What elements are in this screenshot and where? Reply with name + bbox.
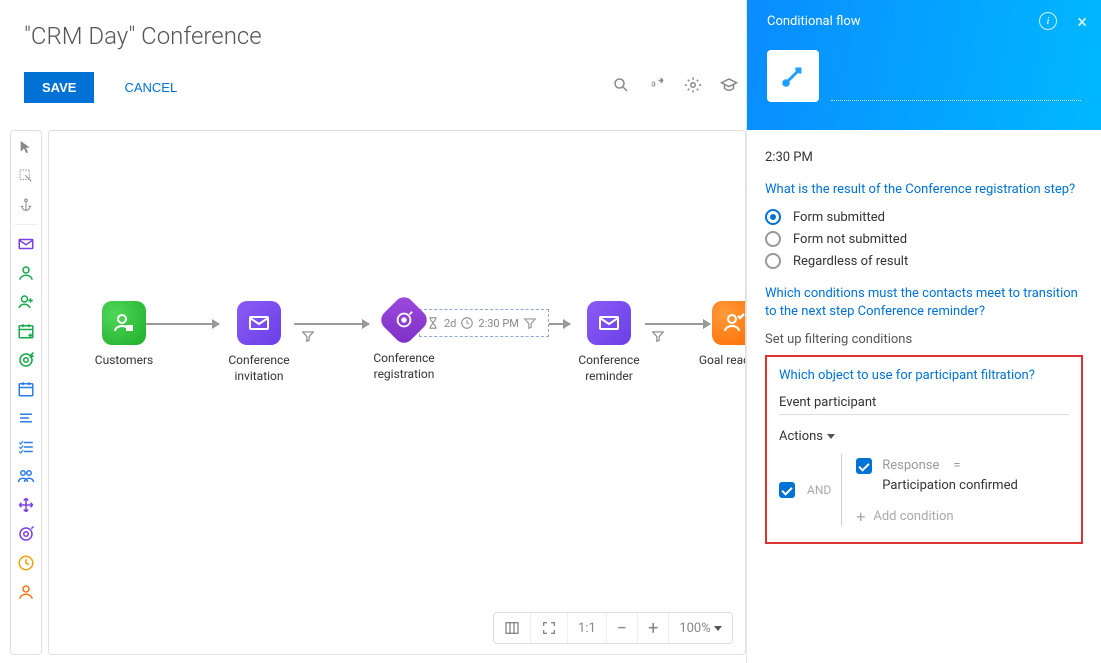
panel-header: Conditional flow i × [747, 0, 1101, 130]
zoom-toolbar: 1:1 − + 100% [493, 612, 733, 644]
radio-icon [765, 253, 781, 269]
object-value[interactable]: Event participant [779, 395, 1069, 415]
move-element-icon[interactable] [16, 495, 36, 515]
email-element-icon[interactable] [16, 234, 36, 254]
clock-element-icon[interactable] [16, 553, 36, 573]
info-icon[interactable]: i [1039, 12, 1057, 30]
condition-field: Response [882, 458, 939, 473]
chevron-down-icon [827, 434, 835, 439]
text-direction-icon[interactable]: a [648, 76, 666, 98]
close-icon[interactable]: × [1077, 12, 1087, 33]
radio-icon [765, 231, 781, 247]
condition-row[interactable]: Response = [856, 458, 1069, 474]
save-button[interactable]: SAVE [24, 72, 94, 103]
academy-icon[interactable] [720, 76, 738, 98]
checklist-element-icon[interactable] [16, 437, 36, 457]
object-question: Which object to use for participant filt… [779, 367, 1069, 385]
pointer-tool-icon[interactable] [16, 137, 36, 157]
actions-label: Actions [779, 429, 823, 444]
node-reminder[interactable]: Conference reminder [554, 301, 664, 384]
canvas-tool-icons: a [612, 76, 738, 98]
calendar-add-element-icon[interactable] [16, 321, 36, 341]
node-customers[interactable]: Customers [69, 301, 179, 369]
filtration-highlight-box: Which object to use for participant filt… [765, 355, 1083, 544]
goal-icon [712, 301, 746, 345]
element-palette [10, 130, 42, 655]
zoom-out-button[interactable]: − [607, 613, 638, 643]
page-title: "CRM Day" Conference [24, 22, 262, 50]
radio-form-not-submitted[interactable]: Form not submitted [765, 231, 1083, 247]
node-registration[interactable]: Conference registration [349, 301, 459, 382]
actions-menu[interactable]: Actions [779, 429, 835, 444]
panel-title: Conditional flow [767, 14, 861, 29]
audience-start-icon [102, 301, 146, 345]
condition-enable-checkbox[interactable] [856, 458, 872, 474]
filter-icon [523, 316, 537, 330]
zoom-in-button[interactable]: + [638, 613, 669, 643]
plus-icon: + [856, 507, 865, 526]
cancel-button[interactable]: CANCEL [118, 79, 183, 96]
contact-element-icon[interactable] [16, 263, 36, 283]
node-invitation[interactable]: Conference invitation [204, 301, 314, 384]
email-icon [587, 301, 631, 345]
email-icon [237, 301, 281, 345]
process-canvas[interactable]: 2d 2:30 PM Customers Conference [48, 130, 746, 655]
node-label: Customers [69, 353, 179, 369]
group-divider [841, 454, 842, 526]
target-element-icon[interactable] [16, 350, 36, 370]
zoom-percent[interactable]: 100% [669, 613, 732, 643]
node-label: Conference registration [349, 351, 459, 382]
group-enable-checkbox[interactable] [779, 482, 795, 498]
gear-icon[interactable] [684, 76, 702, 98]
target-purple-element-icon[interactable] [16, 524, 36, 544]
radio-label: Form not submitted [793, 232, 907, 247]
contact-orange-element-icon[interactable] [16, 582, 36, 602]
add-condition-label: Add condition [873, 509, 953, 524]
audience-element-icon[interactable] [16, 466, 36, 486]
node-label: Goal reached [689, 353, 746, 369]
zoom-reset[interactable]: 1:1 [568, 613, 607, 643]
calendar-element-icon[interactable] [16, 379, 36, 399]
panel-body: 2:30 PM What is the result of the Confer… [747, 130, 1101, 663]
svg-text:a: a [651, 80, 656, 90]
node-label: Conference reminder [554, 353, 664, 384]
add-condition-button[interactable]: + Add condition [856, 507, 1069, 526]
columns-icon[interactable] [494, 613, 531, 643]
radio-form-submitted[interactable]: Form submitted [765, 209, 1083, 225]
flow-container: 2d 2:30 PM Customers Conference [69, 301, 745, 421]
clock-icon [460, 316, 474, 330]
result-question: What is the result of the Conference reg… [765, 181, 1083, 199]
radio-label: Regardless of result [793, 254, 908, 269]
landing-icon [377, 293, 431, 347]
badge-time: 2:30 PM [478, 317, 518, 330]
panel-type-icon [767, 50, 819, 102]
condition-value: Participation confirmed [882, 478, 1069, 493]
lasso-tool-icon[interactable] [16, 166, 36, 186]
search-icon[interactable] [612, 76, 630, 98]
properties-panel: Conditional flow i × 2:30 PM What is the… [746, 0, 1101, 663]
anchor-tool-icon[interactable] [16, 195, 36, 215]
conditions-question: Which conditions must the contacts meet … [765, 285, 1083, 321]
designer-main: "CRM Day" Conference SAVE CANCEL a [0, 0, 746, 663]
condition-operator: = [953, 458, 960, 473]
add-contact-element-icon[interactable] [16, 292, 36, 312]
radio-label: Form submitted [793, 210, 885, 225]
condition-group: AND Response = Participation confirmed +… [779, 454, 1069, 526]
panel-time: 2:30 PM [765, 150, 1083, 165]
node-label: Conference invitation [204, 353, 314, 384]
radio-regardless[interactable]: Regardless of result [765, 253, 1083, 269]
fit-screen-icon[interactable] [531, 613, 568, 643]
node-goal[interactable]: Goal reached [689, 301, 746, 369]
panel-input-underline [831, 100, 1081, 101]
lines-element-icon[interactable] [16, 408, 36, 428]
toolbar: SAVE CANCEL [24, 72, 183, 103]
group-operator[interactable]: AND [807, 483, 831, 497]
radio-icon [765, 209, 781, 225]
setup-conditions-label: Set up filtering conditions [765, 332, 1083, 347]
